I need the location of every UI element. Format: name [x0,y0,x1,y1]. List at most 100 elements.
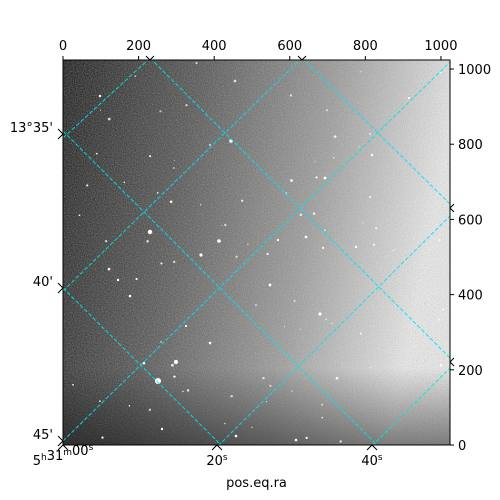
star [224,223,227,227]
dec-tick-label: 13°35' [10,121,53,136]
star [333,135,337,138]
star [294,438,298,442]
star [147,229,153,235]
left-world-tick [57,435,64,447]
star [339,440,342,443]
x-axis-title: pos.eq.ra [226,476,287,491]
axis-ticks [57,55,455,451]
star [116,278,120,282]
star [128,405,131,407]
grid-line [63,61,450,442]
right-tick-label: 200 [458,364,483,379]
image-bottom-shade [63,60,450,445]
star [362,222,364,224]
star [169,200,173,204]
star [172,167,175,169]
star [251,426,253,429]
plot-frame [62,59,451,446]
right-tick-label: 0 [458,439,466,454]
left-world-tick [57,128,64,140]
star [332,156,335,159]
star [291,390,293,392]
ra-tick-label: 40s [361,453,383,469]
star [392,249,394,252]
star [199,253,203,257]
top-tick-label: 800 [353,39,378,54]
star [439,71,442,74]
star [322,246,325,249]
star [99,400,101,402]
star [186,389,190,392]
grid-line [63,130,378,445]
star [173,375,176,378]
star [293,300,296,302]
star [107,267,111,271]
right-tick-label: 600 [458,213,483,228]
star [173,359,179,365]
star [315,176,318,179]
coordinate-grid [63,60,450,445]
star [375,227,378,230]
star [135,277,138,281]
star [265,400,268,403]
star [360,71,362,73]
ra-tick-label: 5h31m00s [33,443,94,469]
grid-line [63,287,222,445]
top-tick-label: 600 [277,39,302,54]
top-world-tick [145,55,155,61]
star [156,191,159,194]
plot-area [63,60,450,445]
star [208,341,212,345]
star [208,143,212,147]
stars-layer [72,62,445,443]
star [335,376,339,380]
star [98,94,102,98]
star [283,326,286,328]
grid-line [303,60,450,205]
star [230,395,233,398]
star [439,364,443,367]
star [359,332,363,335]
star [160,341,162,343]
star [323,176,327,180]
star [369,132,372,136]
star [104,239,108,243]
star [290,179,293,182]
star [235,255,238,258]
star [173,159,175,162]
top-world-tick [297,55,307,61]
star [331,322,333,324]
star [72,383,74,386]
star [372,243,375,246]
top-tick-label: 400 [202,39,227,54]
star [217,239,221,243]
star [442,308,445,311]
star [266,252,269,256]
star [289,94,293,97]
axis-labels: 0 200 400 600 800 1000 0 200 400 600 800 1000 5h31m0… [10,39,491,469]
star [305,436,308,440]
star [268,283,272,287]
star [254,304,258,307]
star [276,238,280,242]
dec-tick-label: 45' [33,428,53,443]
star [134,75,137,77]
star [438,238,441,242]
bottom-world-tick [211,444,223,451]
star [314,160,316,162]
top-tick-label: 0 [59,39,67,54]
right-tick-label: 1000 [458,63,491,78]
star [160,427,164,431]
star [321,403,323,406]
top-tick-label: 1000 [424,39,457,54]
star [262,376,265,380]
star [184,324,188,328]
star [149,155,152,158]
star [185,104,188,107]
star [171,363,174,367]
star [354,245,358,249]
star [182,390,184,393]
star [195,62,198,65]
bottom-world-tick [57,444,69,451]
